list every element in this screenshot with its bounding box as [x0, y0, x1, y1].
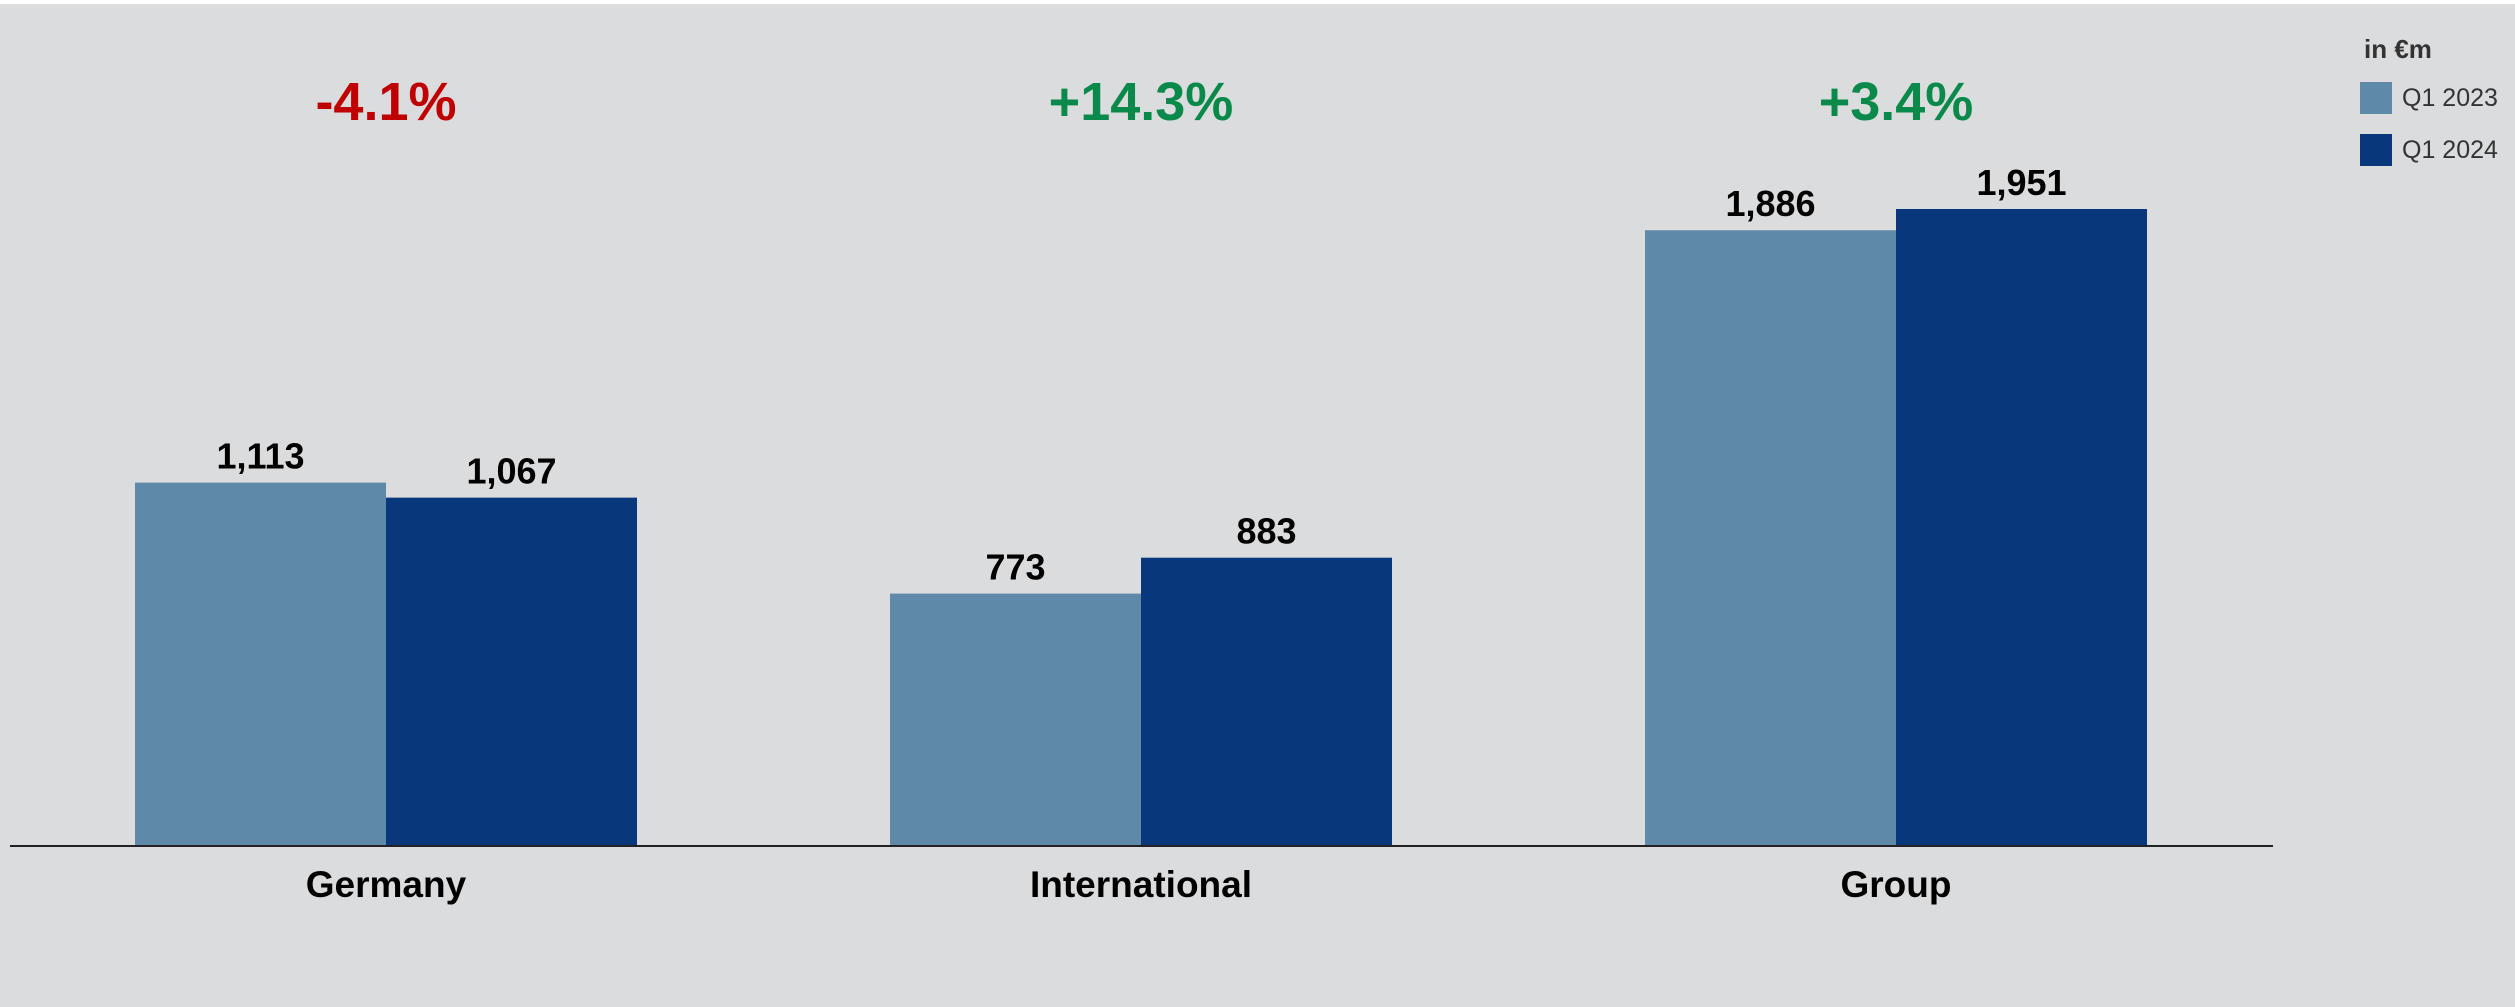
bar-international-q1-2023	[890, 593, 1141, 846]
change-label-germany: -4.1%	[315, 72, 456, 132]
legend: in €m Q1 2023 Q1 2024	[2360, 34, 2498, 183]
legend-title: in €m	[2364, 34, 2432, 64]
legend-swatch-q1-2024	[2360, 134, 2392, 166]
bar-germany-q1-2023	[135, 482, 386, 846]
bar-germany-q1-2024	[386, 497, 637, 846]
value-label-germany-q1-2024: 1,067	[466, 451, 556, 492]
value-label-international-q1-2024: 883	[1236, 511, 1296, 552]
category-label-international: International	[1030, 864, 1252, 905]
legend-swatch-q1-2023	[2360, 82, 2392, 114]
legend-label-q1-2024: Q1 2024	[2402, 135, 2498, 164]
value-label-group-q1-2023: 1,886	[1725, 183, 1815, 224]
category-label-germany: Germany	[306, 864, 467, 905]
bar-group-q1-2024	[1896, 209, 2147, 846]
bar-group-q1-2023	[1645, 230, 1896, 847]
value-label-international-q1-2023: 773	[985, 547, 1045, 588]
change-label-group: +3.4%	[1819, 72, 1974, 132]
chart-canvas: 1,113 1,067 Germany -4.1% 773 883 Internationa…	[0, 4, 2515, 1007]
legend-label-q1-2023: Q1 2023	[2402, 83, 2498, 112]
bar-chart: 1,113 1,067 Germany -4.1% 773 883 Internationa…	[10, 72, 2273, 905]
category-label-group: Group	[1841, 864, 1952, 905]
value-label-group-q1-2024: 1,951	[1976, 162, 2066, 203]
legend-item-q1-2023: Q1 2023	[2360, 79, 2498, 117]
bar-international-q1-2024	[1141, 557, 1392, 846]
legend-item-q1-2024: Q1 2024	[2360, 131, 2498, 169]
value-label-germany-q1-2023: 1,113	[216, 436, 304, 477]
change-label-international: +14.3%	[1049, 72, 1234, 132]
